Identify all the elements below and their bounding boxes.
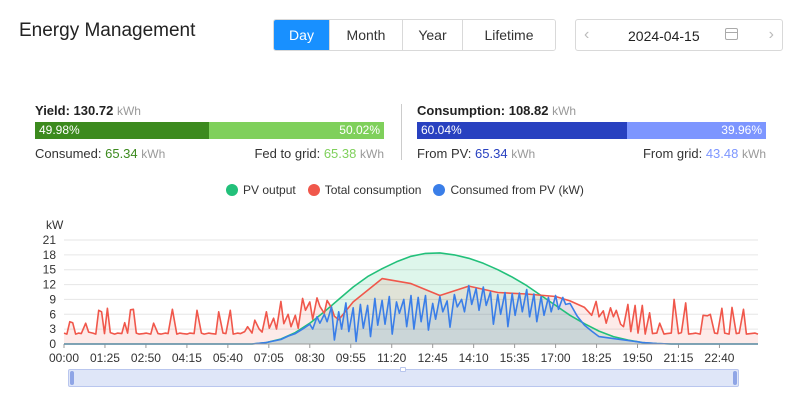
x-tick-label: 04:15 [172,351,202,365]
x-tick-label: 15:35 [500,351,530,365]
chart-legend: PV output Total consumption Consumed fro… [226,183,584,197]
x-tick-label: 05:40 [213,351,243,365]
yield-consumed-label: Consumed: [35,146,102,161]
yield-consumed-unit: kWh [141,147,166,161]
summary-divider [401,104,402,160]
zoom-slider[interactable] [68,367,739,387]
zoom-grip-icon[interactable] [400,367,406,372]
consumption-pv-value: 65.34 [475,146,508,161]
x-tick-label: 18:25 [582,351,612,365]
consumption-pv-unit: kWh [511,147,536,161]
y-tick-label: 15 [43,263,57,277]
zoom-handle-right[interactable] [733,371,737,385]
date-value[interactable]: 2024-04-15 [628,28,700,44]
yield-fed: Fed to grid: 65.38 kWh [254,146,384,161]
legend-item-consumed-from-pv[interactable]: Consumed from PV (kW) [433,183,584,197]
series-area-total-consumption [64,278,758,344]
x-tick-label: 17:00 [541,351,571,365]
date-picker[interactable]: ‹ 2024-04-15 › [575,19,783,51]
series-line-total-consumption [63,277,759,335]
yield-value: 130.72 [73,103,114,118]
legend-label: Consumed from PV (kW) [450,183,584,197]
x-tick-label: 21:15 [663,351,693,365]
x-tick-label: 09:55 [336,351,366,365]
consumption-pv-label: From PV: [417,146,472,161]
x-tick-label: 11:20 [377,351,406,365]
tab-month[interactable]: Month [329,20,402,50]
yield-label: Yield: [35,103,70,118]
consumption-unit: kWh [552,104,577,118]
consumption-grid-unit: kWh [742,147,766,161]
x-tick-label: 12:45 [418,351,448,365]
x-tick-label: 01:25 [90,351,120,365]
yield-consumed: Consumed: 65.34 kWh [35,146,165,161]
x-tick-label: 22:40 [704,351,734,365]
series-line-pv-output [64,252,758,345]
y-axis-label: kW [46,218,64,232]
page-title: Energy Management [19,20,196,41]
zoom-handle-left[interactable] [70,371,74,385]
chevron-left-icon[interactable]: ‹ [584,26,590,43]
legend-dot-icon [226,184,238,196]
period-selector: Day Month Year Lifetime [273,19,556,51]
yield-fed-unit: kWh [360,147,384,161]
calendar-icon[interactable] [725,28,738,40]
y-tick-label: 18 [43,248,57,262]
y-tick-label: 0 [49,337,56,351]
tab-year[interactable]: Year [402,20,462,50]
yield-unit: kWh [116,104,141,118]
consumption-grid-label: From grid: [642,146,703,161]
y-tick-label: 3 [49,322,56,336]
tab-day[interactable]: Day [274,20,329,50]
consumption-value: 108.82 [508,103,549,118]
legend-dot-icon [307,184,320,196]
x-tick-label: 00:00 [49,351,79,365]
x-tick-label: 08:30 [295,351,325,365]
consumption-pv-segment: 60.04% [417,122,627,139]
consumption-grid-segment: 39.96% [627,122,766,139]
yield-fed-value: 65.38 [323,146,357,161]
yield-fed-label: Fed to grid: [254,146,321,161]
chevron-right-icon[interactable]: › [768,26,774,43]
x-tick-label: 14:10 [459,351,489,365]
consumption-grid: From grid: 43.48 kWh [643,146,766,161]
x-tick-label: 19:50 [622,351,652,365]
series-area-consumed-from-pv [64,285,758,344]
yield-consumed-value: 65.34 [105,146,138,161]
tab-lifetime[interactable]: Lifetime [462,20,555,50]
legend-dot-icon [433,184,446,196]
yield-bar: 49.98% 50.02% [35,122,384,139]
series-line-consumed-from-pv [64,284,758,345]
legend-label: PV output [243,183,296,197]
y-tick-label: 6 [49,307,56,321]
consumption-pv: From PV: 65.34 kWh [417,146,535,161]
consumption-label: Consumption: [417,103,506,118]
y-tick-label: 21 [43,233,57,247]
y-tick-label: 12 [43,278,57,292]
yield-title: Yield: 130.72 kWh [35,103,141,118]
legend-label: Total consumption [324,183,422,197]
x-tick-label: 02:50 [131,351,161,365]
consumption-grid-value: 43.48 [705,146,739,161]
legend-item-total-consumption[interactable]: Total consumption [307,183,422,197]
consumption-bar: 60.04% 39.96% [417,122,766,139]
yield-consumed-segment: 49.98% [35,122,209,139]
legend-item-pv-output[interactable]: PV output [226,183,296,197]
x-tick-label: 07:05 [254,351,284,365]
consumption-title: Consumption: 108.82 kWh [417,103,576,118]
yield-fed-segment: 50.02% [209,122,384,139]
y-tick-label: 9 [49,292,56,306]
